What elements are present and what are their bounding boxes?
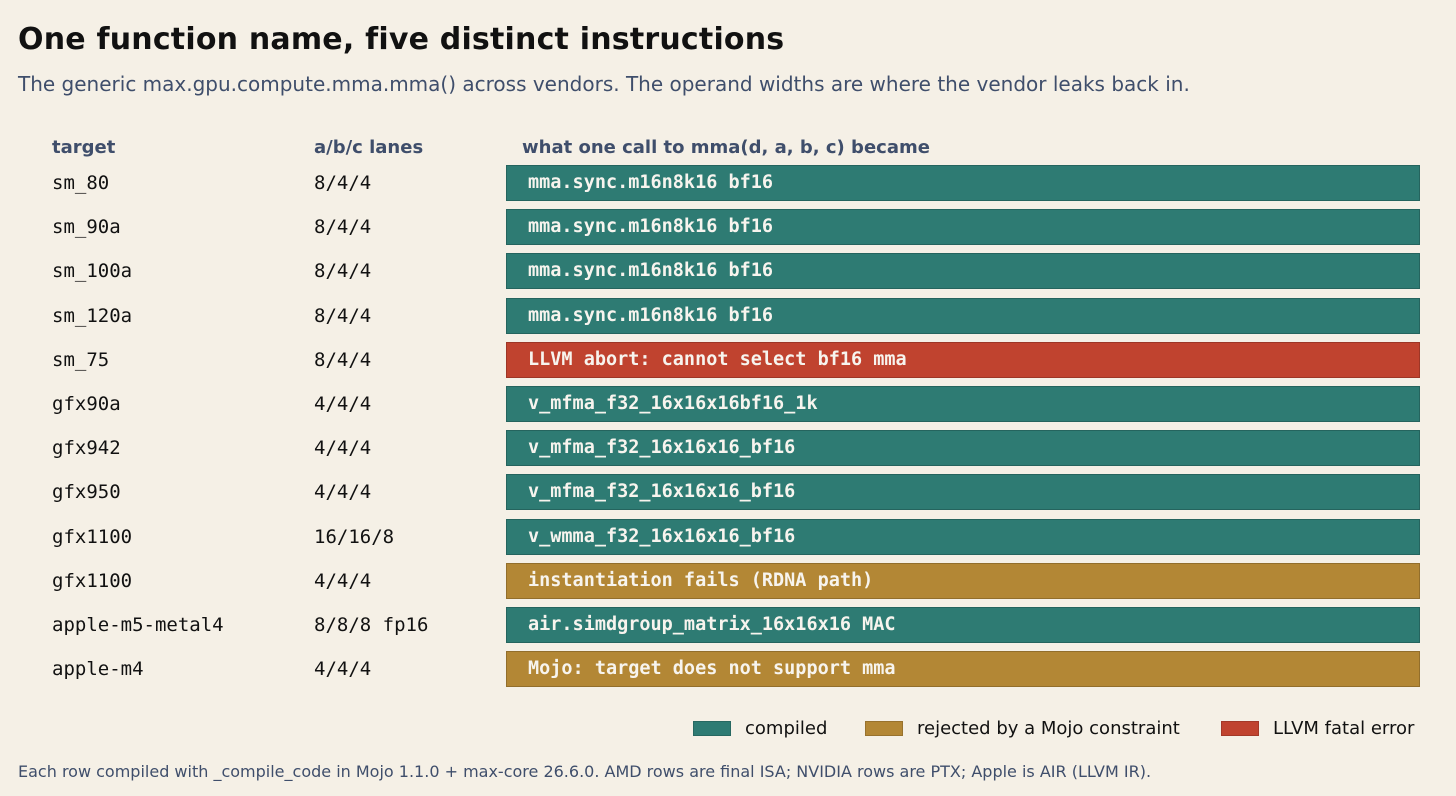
lanes-cell: 4/4/4 bbox=[314, 392, 372, 415]
target-cell: apple-m4 bbox=[52, 658, 144, 681]
legend-swatch-compiled bbox=[693, 721, 731, 736]
lanes-cell: 8/4/4 bbox=[314, 216, 372, 239]
column-header-target: target bbox=[52, 137, 116, 158]
table-row: gfx950 4/4/4 v_mfma_f32_16x16x16_bf16 bbox=[0, 474, 1456, 518]
target-cell: gfx942 bbox=[52, 437, 121, 460]
result-bar: v_mfma_f32_16x16x16_bf16 bbox=[506, 474, 1420, 511]
legend-swatch-rejected bbox=[865, 721, 903, 736]
footnote: Each row compiled with _compile_code in … bbox=[18, 762, 1152, 781]
result-bar: mma.sync.m16n8k16 bf16 bbox=[506, 253, 1420, 290]
result-text: mma.sync.m16n8k16 bf16 bbox=[528, 172, 774, 193]
target-cell: sm_100a bbox=[52, 260, 133, 283]
table-row: gfx90a 4/4/4 v_mfma_f32_16x16x16bf16_1k bbox=[0, 385, 1456, 430]
result-text: v_mfma_f32_16x16x16_bf16 bbox=[528, 437, 796, 459]
target-cell: apple-m5-metal4 bbox=[52, 613, 224, 636]
table-row: gfx1100 16/16/8 v_wmma_f32_16x16x16_bf16 bbox=[0, 518, 1456, 563]
table-row: sm_80 8/4/4 mma.sync.m16n8k16 bf16 bbox=[0, 165, 1456, 209]
legend-swatch-llvm-error bbox=[1221, 721, 1259, 736]
result-bar: mma.sync.m16n8k16 bf16 bbox=[506, 165, 1420, 201]
table-row: gfx942 4/4/4 v_mfma_f32_16x16x16_bf16 bbox=[0, 430, 1456, 474]
lanes-cell: 8/8/8 fp16 bbox=[314, 613, 429, 636]
table-row: gfx1100 4/4/4 instantiation fails (RDNA … bbox=[0, 562, 1456, 607]
target-cell: gfx1100 bbox=[52, 569, 133, 592]
lanes-cell: 8/4/4 bbox=[314, 260, 372, 283]
target-cell: sm_80 bbox=[52, 172, 110, 194]
result-text: mma.sync.m16n8k16 bf16 bbox=[528, 304, 774, 326]
lanes-cell: 8/4/4 bbox=[314, 348, 372, 371]
result-text: mma.sync.m16n8k16 bf16 bbox=[528, 216, 774, 238]
legend: compiled rejected by a Mojo constraint L… bbox=[0, 716, 1456, 744]
lanes-cell: 4/4/4 bbox=[314, 658, 372, 681]
result-bar: Mojo: target does not support mma bbox=[506, 651, 1420, 688]
target-cell: gfx1100 bbox=[52, 525, 133, 548]
results-table: sm_80 8/4/4 mma.sync.m16n8k16 bf16 sm_90… bbox=[0, 165, 1456, 695]
table-row: sm_120a 8/4/4 mma.sync.m16n8k16 bf16 bbox=[0, 297, 1456, 342]
table-row: sm_75 8/4/4 LLVM abort: cannot select bf… bbox=[0, 341, 1456, 386]
result-bar: v_mfma_f32_16x16x16bf16_1k bbox=[506, 385, 1420, 422]
result-bar: v_mfma_f32_16x16x16_bf16 bbox=[506, 430, 1420, 467]
target-cell: sm_75 bbox=[52, 348, 110, 371]
result-text: mma.sync.m16n8k16 bf16 bbox=[528, 260, 774, 282]
result-text: LLVM abort: cannot select bf16 mma bbox=[528, 348, 907, 370]
column-header-lanes: a/b/c lanes bbox=[314, 137, 424, 158]
lanes-cell: 8/4/4 bbox=[314, 172, 372, 194]
lanes-cell: 4/4/4 bbox=[314, 569, 372, 592]
result-text: v_mfma_f32_16x16x16bf16_1k bbox=[528, 392, 818, 414]
result-bar: mma.sync.m16n8k16 bf16 bbox=[506, 209, 1420, 246]
result-text: instantiation fails (RDNA path) bbox=[528, 569, 874, 591]
lanes-cell: 16/16/8 bbox=[314, 525, 395, 548]
result-bar: v_wmma_f32_16x16x16_bf16 bbox=[506, 518, 1420, 555]
result-bar: mma.sync.m16n8k16 bf16 bbox=[506, 297, 1420, 334]
lanes-cell: 4/4/4 bbox=[314, 481, 372, 504]
legend-label-rejected: rejected by a Mojo constraint bbox=[917, 718, 1180, 739]
lanes-cell: 4/4/4 bbox=[314, 437, 372, 460]
legend-label-llvm-error: LLVM fatal error bbox=[1273, 718, 1415, 739]
target-cell: gfx90a bbox=[52, 392, 121, 415]
table-row: sm_100a 8/4/4 mma.sync.m16n8k16 bf16 bbox=[0, 253, 1456, 297]
result-bar: instantiation fails (RDNA path) bbox=[506, 562, 1420, 599]
table-row: apple-m5-metal4 8/8/8 fp16 air.simdgroup… bbox=[0, 606, 1456, 651]
column-header-result: what one call to mma(d, a, b, c) became bbox=[522, 137, 930, 158]
result-text: v_mfma_f32_16x16x16_bf16 bbox=[528, 481, 796, 503]
target-cell: sm_120a bbox=[52, 304, 133, 327]
table-row: apple-m4 4/4/4 Mojo: target does not sup… bbox=[0, 651, 1456, 695]
lanes-cell: 8/4/4 bbox=[314, 304, 372, 327]
target-cell: sm_90a bbox=[52, 216, 121, 239]
legend-label-compiled: compiled bbox=[745, 718, 828, 739]
result-text: Mojo: target does not support mma bbox=[528, 658, 896, 680]
target-cell: gfx950 bbox=[52, 481, 121, 504]
table-row: sm_90a 8/4/4 mma.sync.m16n8k16 bf16 bbox=[0, 209, 1456, 253]
result-bar: air.simdgroup_matrix_16x16x16 MAC bbox=[506, 606, 1420, 643]
result-text: v_wmma_f32_16x16x16_bf16 bbox=[528, 525, 796, 547]
result-bar: LLVM abort: cannot select bf16 mma bbox=[506, 341, 1420, 378]
result-text: air.simdgroup_matrix_16x16x16 MAC bbox=[528, 613, 896, 635]
figure-subtitle: The generic max.gpu.compute.mma.mma() ac… bbox=[18, 72, 1190, 96]
figure-title: One function name, five distinct instruc… bbox=[18, 22, 785, 57]
